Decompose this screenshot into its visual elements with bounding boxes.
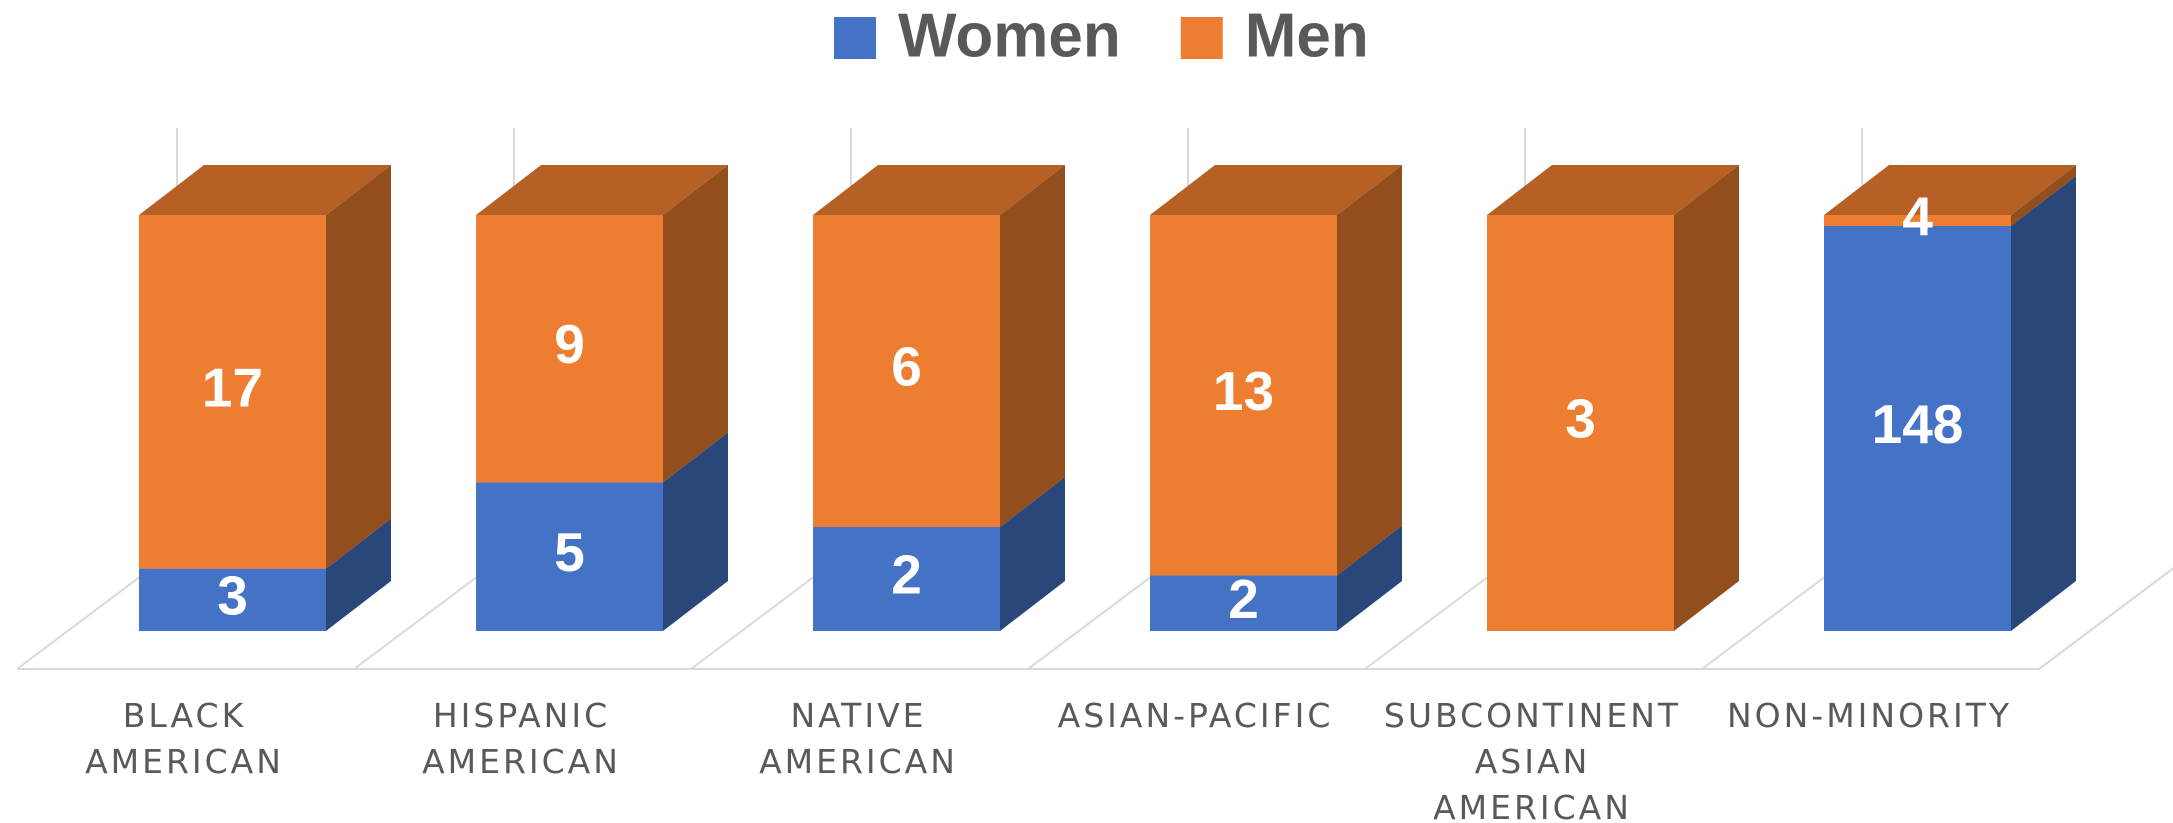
bar-front — [813, 215, 1000, 527]
bar-top — [1487, 165, 1739, 215]
bar-side — [1000, 477, 1065, 631]
bar-top — [1150, 165, 1402, 215]
bar-side — [663, 165, 728, 483]
data-label: 2 — [1228, 568, 1259, 630]
legend-swatch — [834, 17, 876, 59]
x-tick-label: NATIVE AMERICAN — [759, 696, 958, 781]
bar-top — [1824, 165, 2076, 215]
bar-segment — [476, 432, 728, 631]
data-label: 13 — [1213, 360, 1274, 422]
bar-front — [1824, 215, 2011, 226]
bar-front — [813, 527, 1000, 631]
bar-side — [1337, 525, 1402, 631]
bar-front — [1150, 215, 1337, 576]
bar-front — [476, 482, 663, 631]
bar-front — [1150, 575, 1337, 631]
data-label: 2 — [891, 544, 922, 606]
bar-front — [139, 568, 326, 631]
data-label: 9 — [554, 313, 585, 375]
bar-segment — [1150, 525, 1402, 631]
bar-segment — [813, 477, 1065, 631]
data-label: 6 — [891, 336, 922, 398]
bar-side — [2011, 165, 2076, 226]
data-label: 5 — [554, 521, 585, 583]
x-tick-label: BLACK AMERICAN — [85, 696, 284, 781]
bar-segment — [1824, 175, 2076, 631]
bar-top — [813, 165, 1065, 215]
bar-top — [476, 165, 728, 215]
legend-label: Men — [1245, 1, 1369, 70]
bar-segment — [139, 518, 391, 631]
bar-side — [1674, 165, 1739, 631]
x-tick-label: NON-MINORITY — [1726, 696, 2013, 735]
bar-front — [139, 215, 326, 569]
bar-top — [139, 165, 391, 215]
bar-segment — [1487, 165, 1739, 631]
x-tick-label: HISPANIC AMERICAN — [422, 696, 621, 781]
bar-side — [1000, 165, 1065, 527]
bar-segment — [813, 165, 1065, 527]
floor-divider — [2038, 567, 2173, 670]
bar-segment — [139, 165, 391, 569]
data-label: 3 — [217, 564, 248, 626]
data-label: 148 — [1872, 393, 1964, 455]
x-tick-label: ASIAN-PACIFIC — [1057, 696, 1334, 735]
bar-front — [476, 215, 663, 483]
bar-side — [1337, 165, 1402, 576]
bar-side — [663, 432, 728, 631]
bar-segment — [1824, 165, 2076, 226]
bar-side — [326, 165, 391, 569]
bar-side — [326, 518, 391, 631]
bar-side — [2011, 175, 2076, 631]
data-label: 17 — [202, 356, 263, 418]
x-tick-label: SUBCONTINENT ASIAN AMERICAN — [1383, 696, 1682, 823]
bar-front — [1824, 225, 2011, 631]
legend-swatch — [1180, 17, 1223, 59]
bar-segment — [476, 165, 728, 483]
bar-segment — [1150, 165, 1402, 576]
legend-label: Women — [898, 1, 1121, 70]
data-label: 3 — [1565, 388, 1596, 450]
bar-front — [1487, 215, 1674, 631]
data-label: 4 — [1902, 185, 1933, 247]
